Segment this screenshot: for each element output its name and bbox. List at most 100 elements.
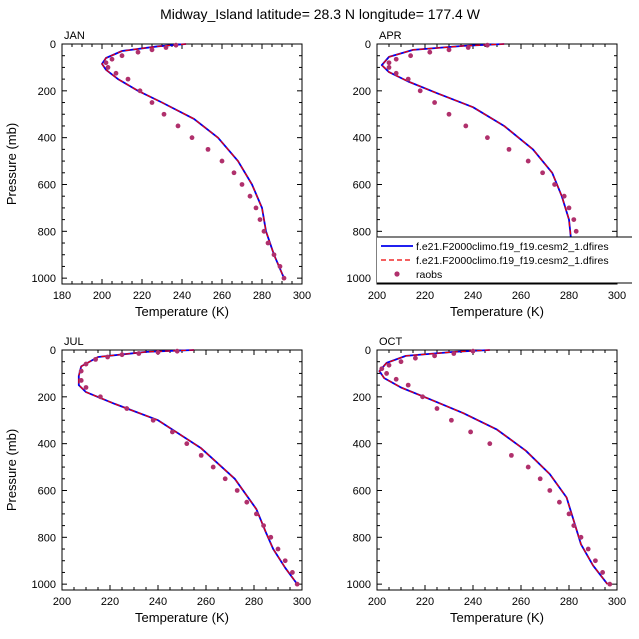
x-tick-label: 260 bbox=[213, 290, 231, 302]
raobs-point bbox=[427, 49, 433, 55]
x-tick-label: 220 bbox=[133, 290, 151, 302]
y-tick-label: 400 bbox=[353, 133, 371, 145]
y-axis-label: Pressure (mb) bbox=[4, 123, 19, 205]
raobs-point bbox=[432, 100, 437, 105]
model-line-solid bbox=[378, 349, 609, 585]
x-axis-label: Temperature (K) bbox=[135, 304, 229, 319]
raobs-point bbox=[540, 170, 545, 176]
raobs-point bbox=[446, 47, 452, 53]
raobs-point bbox=[155, 349, 161, 355]
y-tick-label: 600 bbox=[353, 485, 371, 497]
y-tick-label: 800 bbox=[38, 532, 56, 544]
x-tick-label: 220 bbox=[416, 596, 434, 608]
raobs-point bbox=[231, 170, 237, 176]
raobs-point bbox=[125, 76, 131, 82]
legend: f.e21.F2000climo.f19_f19.cesm2_1.dfiresf… bbox=[377, 236, 632, 284]
raobs-point bbox=[561, 193, 567, 199]
raobs-point bbox=[83, 385, 89, 390]
plot-frame bbox=[61, 43, 303, 285]
raobs-point bbox=[417, 88, 423, 94]
y-tick-label: 400 bbox=[38, 439, 56, 451]
x-tick-label: 300 bbox=[608, 290, 626, 302]
legend-background bbox=[377, 237, 632, 283]
raobs-point bbox=[239, 182, 245, 187]
x-tick-label: 200 bbox=[93, 290, 111, 302]
raobs-point bbox=[184, 441, 190, 447]
raobs-point bbox=[593, 558, 598, 564]
raobs-point bbox=[465, 45, 471, 50]
legend-label: f.e21.F2000climo.f19_f19.cesm2_1.dfires bbox=[416, 241, 609, 253]
y-tick-label: 600 bbox=[38, 179, 56, 191]
panels: 180 200 220 240 260 280 300 0 200 400 600 800 1000 JA… bbox=[4, 30, 632, 625]
raobs-point bbox=[113, 70, 119, 76]
raobs-point bbox=[268, 534, 274, 540]
x-tick-label: 220 bbox=[416, 290, 434, 302]
x-tick-label: 280 bbox=[560, 596, 578, 608]
y-tick-label: 1000 bbox=[347, 273, 371, 285]
raobs-point bbox=[294, 581, 300, 587]
x-tick-label: 220 bbox=[101, 596, 119, 608]
raobs-point bbox=[271, 252, 277, 258]
plot-frame bbox=[376, 349, 618, 591]
y-tick-label: 0 bbox=[50, 39, 56, 51]
chart-panel-apr: 200 220 240 260 280 300 0 200 400 600 800 1000 APR Te… bbox=[347, 30, 632, 319]
raobs-point bbox=[150, 417, 156, 423]
raobs-point bbox=[420, 394, 425, 400]
raobs-point bbox=[119, 352, 125, 358]
raobs-point bbox=[525, 158, 531, 164]
raobs-point bbox=[105, 354, 110, 360]
x-axis-label: Temperature (K) bbox=[450, 304, 544, 319]
raobs-point bbox=[175, 123, 181, 129]
y-tick-label: 1000 bbox=[32, 273, 56, 285]
raobs-point bbox=[174, 348, 180, 354]
raobs-point bbox=[136, 351, 142, 356]
raobs-point bbox=[432, 353, 437, 359]
raobs-point bbox=[393, 376, 399, 382]
y-tick-label: 0 bbox=[365, 39, 371, 51]
panel-label: JUL bbox=[64, 336, 84, 348]
raobs-point bbox=[222, 476, 228, 482]
x-tick-label: 180 bbox=[53, 290, 71, 302]
x-axis-label: Temperature (K) bbox=[450, 610, 544, 625]
raobs-point bbox=[386, 65, 392, 70]
raobs-point bbox=[210, 464, 216, 470]
y-tick-label: 600 bbox=[353, 179, 371, 191]
raobs-point bbox=[234, 488, 240, 493]
plot-frame bbox=[61, 349, 303, 591]
raobs-point bbox=[119, 53, 125, 59]
raobs-point bbox=[173, 42, 179, 48]
raobs-point bbox=[163, 45, 169, 50]
raobs-point bbox=[393, 70, 399, 76]
raobs-point bbox=[451, 351, 457, 356]
model-line-solid bbox=[77, 349, 298, 585]
raobs-point bbox=[198, 452, 204, 458]
raobs-point bbox=[446, 111, 452, 117]
raobs-point bbox=[281, 275, 287, 281]
raobs-point bbox=[434, 406, 440, 411]
panel-label: APR bbox=[379, 30, 402, 42]
x-tick-label: 240 bbox=[464, 290, 482, 302]
legend-label: f.e21.F2000climo.f19_f19.cesm2_1.dfires bbox=[416, 255, 609, 267]
x-tick-label: 260 bbox=[197, 596, 215, 608]
y-tick-label: 200 bbox=[38, 392, 56, 404]
x-tick-label: 200 bbox=[368, 596, 386, 608]
y-tick-label: 400 bbox=[38, 133, 56, 145]
raobs-point bbox=[137, 88, 143, 94]
x-tick-label: 280 bbox=[245, 596, 263, 608]
x-tick-label: 300 bbox=[608, 596, 626, 608]
raobs-point bbox=[149, 47, 155, 53]
y-tick-label: 1000 bbox=[347, 579, 371, 591]
x-axis-label: Temperature (K) bbox=[135, 610, 229, 625]
raobs-point bbox=[93, 356, 98, 362]
y-tick-label: 200 bbox=[353, 86, 371, 98]
y-tick-label: 800 bbox=[353, 532, 371, 544]
raobs-point bbox=[405, 76, 411, 82]
raobs-point bbox=[105, 65, 111, 70]
raobs-point bbox=[408, 53, 413, 59]
raobs-point bbox=[468, 429, 473, 435]
raobs-point bbox=[573, 228, 579, 234]
y-tick-label: 800 bbox=[353, 226, 371, 238]
raobs-point bbox=[149, 100, 155, 105]
y-tick-label: 1000 bbox=[32, 579, 56, 591]
raobs-point bbox=[78, 368, 84, 374]
